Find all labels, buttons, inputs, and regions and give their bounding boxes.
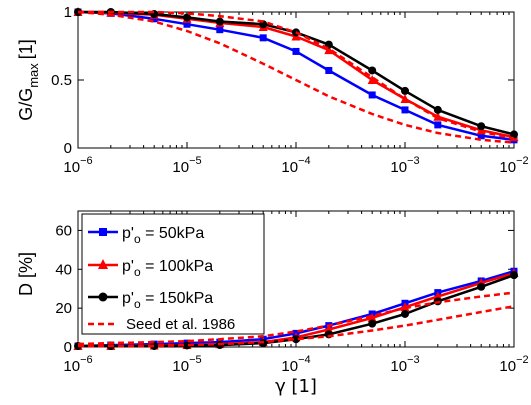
data-point-p150 [215, 17, 224, 26]
axis-ticks: 10−6 10−5 10−4 10−3 10−2 0 0.5 1 [51, 4, 528, 176]
y-tick-label: 1 [64, 4, 72, 21]
data-point-p50 [401, 106, 409, 114]
x-tick-label: 10−6 [63, 354, 92, 375]
data-point-p150 [433, 105, 442, 114]
data-point-p150 [477, 122, 486, 131]
data-point-p150 [368, 66, 377, 75]
series-line-seed_upper [77, 291, 515, 346]
series-line-seed_lower [78, 304, 515, 348]
gg-max-panel: 10−6 10−5 10−4 10−3 10−2 0 0.5 1 G/Gmax[1] [16, 4, 529, 176]
data-point-p150 [401, 309, 409, 318]
series-line-seed_upper [78, 10, 515, 140]
data-point-p100 [367, 312, 377, 322]
data-point-p50 [434, 121, 442, 129]
legend-entry-p50: p'o = 50kPa [88, 225, 204, 246]
data-point-p50 [216, 26, 224, 34]
legend-entry-p100: p'o = 100kPa [88, 258, 213, 279]
x-axis-label: γ [1] [275, 376, 317, 397]
data-point-p50 [183, 20, 191, 28]
data-point-p50 [150, 15, 158, 23]
y-tick-label: 0 [64, 339, 72, 356]
data-point-p50 [368, 91, 376, 99]
legend-label: p'o = 150kPa [122, 290, 213, 311]
data-point-p100 [433, 111, 443, 121]
data-point-p50 [292, 47, 300, 55]
data-point-p100 [367, 75, 377, 84]
x-tick-label: 10−5 [172, 155, 201, 176]
legend-label: p'o = 100kPa [122, 258, 213, 279]
data-point-p150 [292, 335, 300, 344]
data-point-p50 [325, 66, 333, 74]
legend: p'o = 50kPa p'o = 100kPa p'o = 150kPa Se… [81, 213, 265, 335]
square-marker-icon [99, 228, 107, 236]
legend-entry-p150: p'o = 150kPa [88, 290, 213, 311]
y-tick-label: 60 [55, 222, 72, 239]
y-tick-label: 0.5 [51, 72, 72, 89]
y-axis-label: D [%] [16, 252, 36, 296]
x-tick-label: 10−3 [390, 354, 419, 375]
x-tick-label: 10−3 [390, 155, 419, 176]
series-group [73, 267, 519, 351]
x-tick-label: 10−4 [281, 354, 310, 375]
circle-marker-icon [98, 292, 108, 302]
data-point-p150 [477, 282, 486, 291]
legend-label: p'o = 50kPa [122, 225, 204, 246]
legend-box [81, 213, 265, 335]
series-group [73, 7, 519, 144]
x-tick-label: 10−2 [499, 354, 528, 375]
data-point-p150 [150, 342, 159, 351]
data-point-p150 [183, 341, 191, 350]
data-point-p150 [510, 271, 518, 280]
x-tick-label: 10−6 [63, 155, 92, 176]
data-point-p150 [183, 13, 191, 22]
x-tick-label: 10−5 [172, 354, 201, 375]
data-point-p150 [510, 130, 518, 139]
y-tick-label: 40 [55, 261, 72, 278]
data-point-p100 [324, 45, 334, 55]
series-line-seed_lower [77, 10, 515, 144]
data-point-p150 [401, 86, 409, 95]
y-tick-label: 0 [64, 140, 72, 157]
x-tick-label: 10−4 [281, 155, 310, 176]
data-point-p150 [368, 319, 377, 328]
x-tick-label: 10−2 [499, 155, 528, 176]
legend-entry-seed: Seed et al. 1986 [88, 316, 235, 333]
y-tick-label: 20 [55, 300, 72, 317]
data-point-p50 [259, 34, 267, 42]
triangle-marker-icon [98, 259, 108, 269]
data-point-p50 [477, 132, 485, 140]
legend-label: Seed et al. 1986 [126, 316, 235, 333]
y-axis-label: G/Gmax[1] [16, 39, 41, 121]
